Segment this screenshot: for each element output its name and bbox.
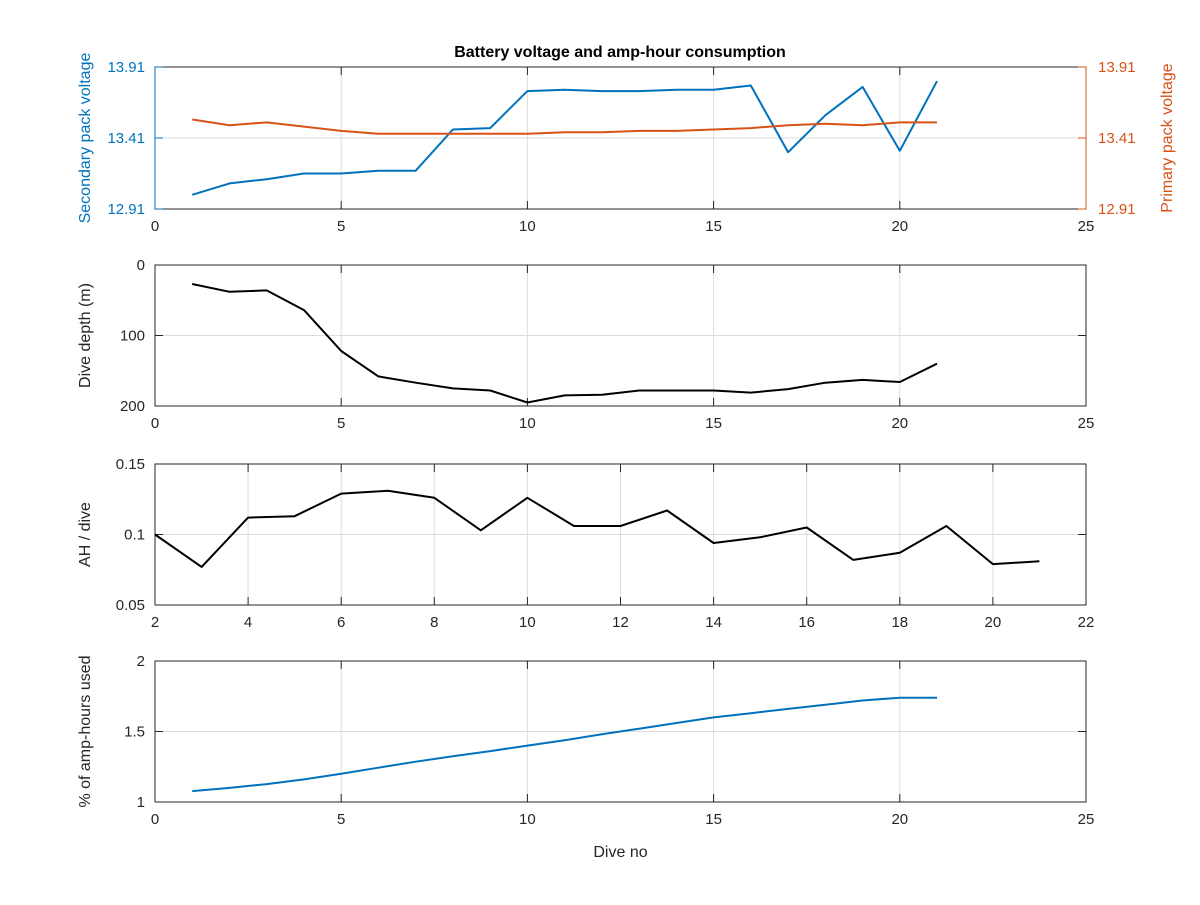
subplot-3: 2 4 6 8 10 12 14 16 18 20 22 0.05 0.1 0.15 AH / dive <box>77 456 1094 631</box>
y-tick-label: 12.91 <box>107 201 145 218</box>
y-tick-label: 100 <box>120 328 145 345</box>
y-tick-label: 1.5 <box>124 724 145 741</box>
y-axis-label: Dive depth (m) <box>77 283 94 388</box>
x-tick-label: 5 <box>337 811 345 828</box>
series-line-1 <box>154 489 1040 568</box>
x-tick-label: 18 <box>891 614 908 631</box>
x-tick-label: 25 <box>1078 218 1095 235</box>
x-tick-label: 0 <box>151 218 159 235</box>
subplot-4: 0 5 10 15 20 25 1 1.5 2 % of amp-hours used Dive n… <box>77 653 1094 861</box>
y-tick-label: 0.15 <box>116 456 145 473</box>
x-tick-label: 14 <box>705 614 722 631</box>
x-tick-label: 0 <box>151 811 159 828</box>
y-axis-label: Secondary pack voltage <box>77 53 94 224</box>
y-right-tick-label: 13.41 <box>1098 130 1136 147</box>
x-tick-label: 5 <box>337 218 345 235</box>
series-line-1 <box>191 80 938 196</box>
x-tick-label: 10 <box>519 614 536 631</box>
x-tick-label: 10 <box>519 218 536 235</box>
x-tick-label: 20 <box>985 614 1002 631</box>
y-tick-label: 0.05 <box>116 597 145 614</box>
x-tick-label: 20 <box>891 218 908 235</box>
x-tick-label: 8 <box>430 614 438 631</box>
y-tick-label: 200 <box>120 398 145 415</box>
y-right-tick-label: 12.91 <box>1098 201 1136 218</box>
x-tick-label: 15 <box>705 811 722 828</box>
y-tick-label: 1 <box>137 794 145 811</box>
chart-title: Battery voltage and amp-hour consumption <box>454 44 786 61</box>
y-tick-label: 2 <box>137 653 145 670</box>
x-tick-label: 6 <box>337 614 345 631</box>
x-tick-label: 15 <box>705 218 722 235</box>
x-tick-label: 5 <box>337 415 345 432</box>
x-tick-label: 4 <box>244 614 252 631</box>
y-axis-label: % of amp-hours used <box>77 655 94 807</box>
x-tick-label: 20 <box>891 415 908 432</box>
x-tick-label: 2 <box>151 614 159 631</box>
y-right-tick-label: 13.91 <box>1098 59 1136 76</box>
y-tick-label: 13.41 <box>107 130 145 147</box>
x-tick-label: 10 <box>519 811 536 828</box>
x-tick-label: 10 <box>519 415 536 432</box>
y-tick-label: 13.91 <box>107 59 145 76</box>
x-tick-label: 0 <box>151 415 159 432</box>
x-tick-label: 12 <box>612 614 629 631</box>
subplot-2: 0 5 10 15 20 25 0 100 200 Dive depth (m) <box>77 257 1094 432</box>
x-tick-label: 15 <box>705 415 722 432</box>
x-tick-label: 25 <box>1078 415 1095 432</box>
series-line-2 <box>192 118 937 135</box>
x-axis-label: Dive no <box>593 844 647 861</box>
series-line-1 <box>191 283 938 404</box>
y-right-axis-label: Primary pack voltage <box>1159 63 1176 212</box>
x-tick-label: 20 <box>891 811 908 828</box>
y-tick-label: 0.1 <box>124 527 145 544</box>
series-line-1 <box>192 696 937 793</box>
y-axis-label: AH / dive <box>77 502 94 567</box>
x-tick-label: 22 <box>1078 614 1095 631</box>
y-tick-label: 0 <box>137 257 145 274</box>
x-tick-label: 16 <box>798 614 815 631</box>
x-tick-label: 25 <box>1078 811 1095 828</box>
